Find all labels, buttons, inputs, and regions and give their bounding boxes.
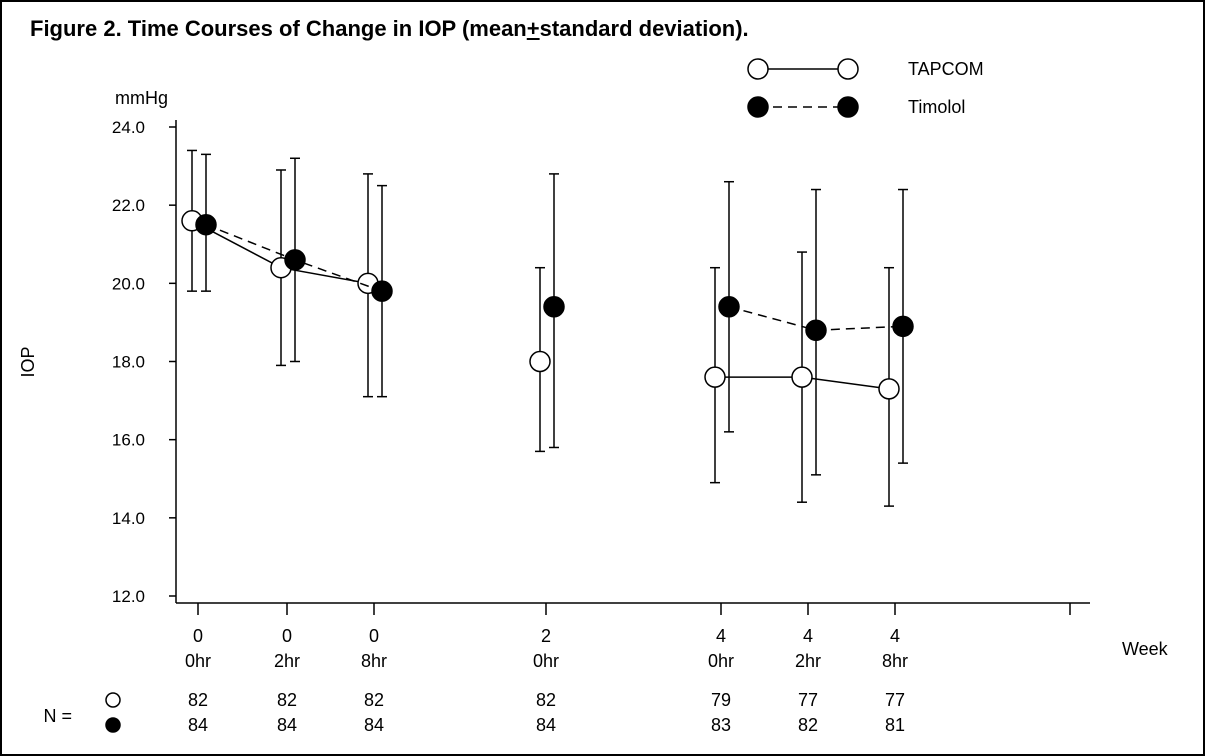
timolol-point bbox=[195, 213, 217, 236]
timolol-point bbox=[371, 280, 393, 302]
tapcom-point bbox=[704, 366, 726, 388]
y-tick-label: 14.0 bbox=[112, 509, 145, 528]
timolol-point bbox=[718, 296, 740, 318]
x-tick-label-hour: 8hr bbox=[361, 651, 387, 671]
timolol-point bbox=[543, 296, 565, 318]
x-tick-label-hour: 2hr bbox=[795, 651, 821, 671]
x-tick-label-hour: 0hr bbox=[185, 651, 211, 671]
title-suffix: standard deviation). bbox=[539, 16, 749, 41]
n-value: 77 bbox=[885, 690, 905, 710]
n-row-timolol-marker bbox=[105, 717, 121, 733]
tapcom-point bbox=[529, 350, 551, 373]
tapcom-point bbox=[878, 378, 900, 400]
x-tick-label-week: 0 bbox=[369, 626, 379, 646]
timolol-point bbox=[284, 249, 306, 271]
tapcom-point bbox=[791, 366, 813, 388]
y-tick-label: 18.0 bbox=[112, 353, 145, 372]
title-plusminus: + bbox=[526, 16, 540, 41]
n-value: 82 bbox=[536, 690, 556, 710]
n-value: 84 bbox=[277, 715, 297, 735]
n-value: 84 bbox=[536, 715, 556, 735]
timolol-point bbox=[892, 315, 914, 338]
timolol-point bbox=[805, 319, 827, 341]
legend-timolol-label: Timolol bbox=[908, 97, 965, 117]
n-value: 82 bbox=[277, 690, 297, 710]
legend-tapcom-marker-left bbox=[747, 58, 769, 80]
y-axis-unit: mmHg bbox=[115, 88, 168, 108]
x-tick-label-hour: 0hr bbox=[533, 651, 559, 671]
n-value: 79 bbox=[711, 690, 731, 710]
n-value: 77 bbox=[798, 690, 818, 710]
legend-tapcom-marker-right bbox=[837, 58, 859, 80]
y-tick-label: 20.0 bbox=[112, 274, 145, 293]
y-tick-label: 24.0 bbox=[112, 118, 145, 137]
x-tick-label-week: 2 bbox=[541, 626, 551, 646]
x-tick-label-week: 4 bbox=[716, 626, 726, 646]
x-axis-unit-week: Week bbox=[1122, 639, 1169, 659]
y-axis-label: IOP bbox=[18, 346, 38, 377]
x-tick-label-week: 0 bbox=[282, 626, 292, 646]
y-tick-label: 16.0 bbox=[112, 431, 145, 450]
x-tick-label-week: 4 bbox=[803, 626, 813, 646]
x-tick-label-week: 0 bbox=[193, 626, 203, 646]
chart-title: Figure 2. Time Courses of Change in IOP … bbox=[30, 16, 749, 42]
x-tick-label-week: 4 bbox=[890, 626, 900, 646]
title-prefix: Figure 2. Time Courses of Change in IOP … bbox=[30, 16, 527, 41]
n-value: 84 bbox=[364, 715, 384, 735]
legend-timolol-marker-left bbox=[747, 96, 769, 118]
x-tick-label-hour: 8hr bbox=[882, 651, 908, 671]
n-value: 83 bbox=[711, 715, 731, 735]
n-row-tapcom-marker bbox=[105, 692, 121, 708]
y-tick-label: 12.0 bbox=[112, 587, 145, 606]
n-value: 82 bbox=[798, 715, 818, 735]
n-label: N = bbox=[43, 706, 72, 726]
y-tick-label: 22.0 bbox=[112, 196, 145, 215]
x-tick-label-hour: 0hr bbox=[708, 651, 734, 671]
n-value: 82 bbox=[364, 690, 384, 710]
legend-tapcom-label: TAPCOM bbox=[908, 59, 984, 79]
x-tick-label-hour: 2hr bbox=[274, 651, 300, 671]
legend-timolol-marker-right bbox=[837, 96, 859, 118]
n-value: 81 bbox=[885, 715, 905, 735]
n-value: 82 bbox=[188, 690, 208, 710]
n-value: 84 bbox=[188, 715, 208, 735]
